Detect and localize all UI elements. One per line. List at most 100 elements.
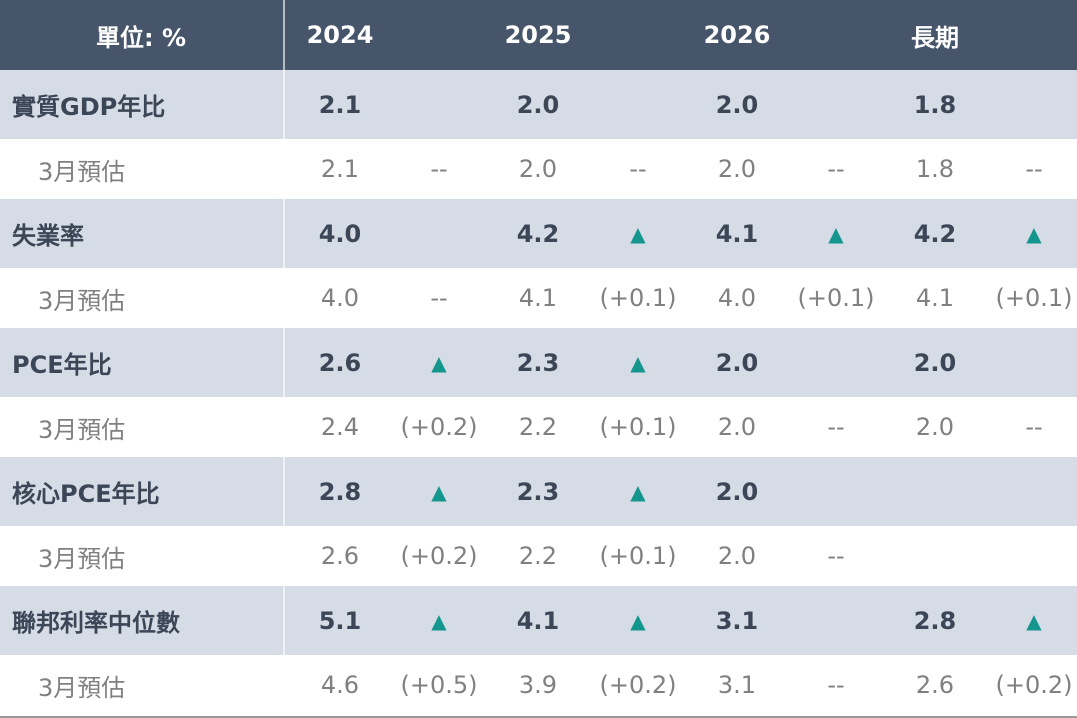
value-cell: 2.1 [320,155,360,183]
row-label: 3月預估 [38,286,126,315]
value-cell: 3.9 [518,671,558,699]
change-cell: -- [1025,155,1043,183]
header-cell: 長期 [911,23,959,52]
change-cell: ▲ [630,479,646,504]
value-cell: 2.2 [518,413,558,441]
metric-row: 核心PCE年比 2.8 ▲ 2.3 ▲ 2.0 [0,457,1077,526]
change-cell: -- [827,671,845,699]
value-cell: 2.0 [516,90,560,119]
metric-row: 聯邦利率中位數 5.1 ▲ 4.1 ▲ 3.1 2.8 ▲ [0,586,1077,655]
header-row: 單位: % 2024 2025 2026 長期 [0,0,1077,70]
value-cell: 4.1 [915,284,955,312]
change-cell: ▲ [630,350,646,375]
row-label: 3月預估 [38,415,126,444]
row-label: 3月預估 [38,544,126,573]
change-cell: -- [1025,413,1043,441]
change-cell: (+0.5) [400,671,478,699]
row-label: 實質GDP年比 [12,93,166,121]
change-cell: (+0.2) [995,671,1073,699]
value-cell: 2.0 [915,413,955,441]
value-cell: 2.6 [915,671,955,699]
value-cell: 2.0 [717,413,757,441]
row-label: 失業率 [12,222,84,250]
change-cell: (+0.2) [400,413,478,441]
value-cell: 2.0 [717,542,757,570]
value-cell: 4.2 [516,219,560,248]
header-cell: 2026 [703,21,771,49]
row-label: 聯邦利率中位數 [12,609,180,637]
change-cell: ▲ [828,221,844,246]
estimate-row: 3月預估 2.1 -- 2.0 -- 2.0 -- 1.8 -- [0,139,1077,199]
value-cell: 2.0 [715,477,759,506]
change-cell: (+0.2) [400,542,478,570]
change-cell: (+0.2) [599,671,677,699]
value-cell: 2.2 [518,542,558,570]
value-cell: 4.1 [715,219,759,248]
value-cell: 2.6 [320,542,360,570]
divider [283,199,285,268]
value-cell: 2.1 [318,90,362,119]
change-cell: ▲ [1026,221,1042,246]
value-cell: 3.1 [715,606,759,635]
value-cell: 2.4 [320,413,360,441]
change-cell: ▲ [1026,608,1042,633]
header-cell: 2024 [306,21,374,49]
value-cell: 4.0 [318,219,362,248]
estimate-row: 3月預估 4.0 -- 4.1 (+0.1) 4.0 (+0.1) 4.1 (+0.1) [0,268,1077,328]
bottom-border [0,716,1077,718]
change-cell: -- [629,155,647,183]
change-cell: (+0.1) [995,284,1073,312]
divider [283,70,285,139]
value-cell: 2.3 [516,348,560,377]
divider [283,586,285,655]
metric-row: 實質GDP年比 2.1 2.0 2.0 1.8 [0,70,1077,139]
value-cell: 4.6 [320,671,360,699]
metric-row: 失業率 4.0 4.2 ▲ 4.1 ▲ 4.2 ▲ [0,199,1077,268]
change-cell: ▲ [431,479,447,504]
row-label: 3月預估 [38,157,126,186]
divider [283,457,285,526]
value-cell: 2.8 [913,606,957,635]
value-cell: 2.0 [913,348,957,377]
change-cell: ▲ [431,350,447,375]
divider [283,328,285,397]
value-cell: 1.8 [915,155,955,183]
change-cell: -- [827,155,845,183]
change-cell: (+0.1) [599,284,677,312]
row-label: 核心PCE年比 [12,480,160,508]
value-cell: 2.0 [518,155,558,183]
change-cell: -- [430,284,448,312]
estimate-row: 3月預估 2.6 (+0.2) 2.2 (+0.1) 2.0 -- [0,526,1077,586]
change-cell: ▲ [431,608,447,633]
value-cell: 2.0 [715,90,759,119]
change-cell: (+0.1) [599,413,677,441]
value-cell: 4.2 [913,219,957,248]
value-cell: 4.1 [516,606,560,635]
change-cell: (+0.1) [797,284,875,312]
header-cell: 2025 [504,21,572,49]
change-cell: -- [827,542,845,570]
change-cell: (+0.1) [599,542,677,570]
row-label: PCE年比 [12,351,112,379]
change-cell: ▲ [630,608,646,633]
metric-row: PCE年比 2.6 ▲ 2.3 ▲ 2.0 2.0 [0,328,1077,397]
value-cell: 2.8 [318,477,362,506]
value-cell: 2.0 [717,155,757,183]
change-cell: -- [827,413,845,441]
divider [283,0,285,70]
estimate-row: 3月預估 4.6 (+0.5) 3.9 (+0.2) 3.1 -- 2.6 (+0.2) [0,655,1077,715]
value-cell: 2.6 [318,348,362,377]
estimate-row: 3月預估 2.4 (+0.2) 2.2 (+0.1) 2.0 -- 2.0 -- [0,397,1077,457]
value-cell: 2.3 [516,477,560,506]
value-cell: 3.1 [717,671,757,699]
value-cell: 4.0 [717,284,757,312]
value-cell: 4.0 [320,284,360,312]
change-cell: ▲ [630,221,646,246]
value-cell: 4.1 [518,284,558,312]
value-cell: 2.0 [715,348,759,377]
row-label: 3月預估 [38,673,126,702]
change-cell: -- [430,155,448,183]
value-cell: 1.8 [913,90,957,119]
header-cell: 單位: % [96,23,186,52]
